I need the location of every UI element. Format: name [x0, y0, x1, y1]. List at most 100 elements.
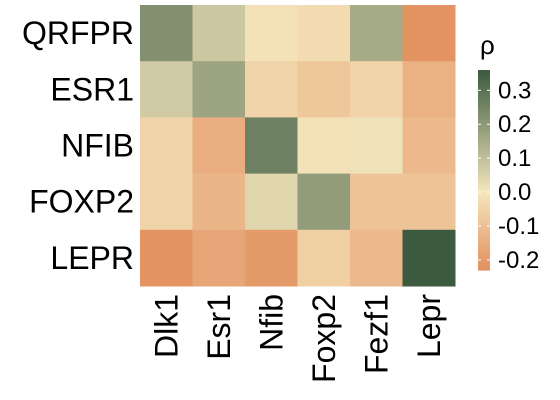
heatmap-cell-nfib-nfib	[245, 117, 298, 175]
colorbar-segment	[478, 216, 490, 221]
row-labels: QRFPR ESR1 NFIB FOXP2 LEPR	[22, 15, 134, 276]
heatmap-cell-esr1-foxp2	[297, 61, 351, 118]
colorbar-segment	[478, 256, 490, 261]
heatmap-cell-lepr-dlk1	[140, 229, 193, 287]
colorbar-gradient	[478, 70, 490, 271]
colorbar-segment	[478, 150, 490, 154]
heatmap-cell-qrfpr-nfib	[245, 5, 298, 62]
colorbar-segment	[478, 243, 490, 248]
colorbar-segment	[478, 203, 490, 208]
colorbar-segment	[478, 230, 490, 234]
colorbar-segment	[478, 143, 490, 148]
heatmap-cell-nfib-lepr	[402, 117, 456, 175]
colorbar-legend: ρ 0.3 0.2 0.1 0.0 -0.1 -0.2	[478, 30, 539, 274]
heatmap-cell-foxp2-dlk1	[140, 173, 193, 231]
colorbar-segment	[478, 196, 490, 201]
colorbar-segment	[478, 213, 490, 218]
row-label-lepr: LEPR	[50, 240, 134, 276]
colorbar-segment	[478, 166, 490, 171]
heatmap-cell-esr1-fezf1	[350, 61, 403, 118]
colorbar-segment	[478, 156, 490, 161]
colorbar-segment	[478, 253, 490, 258]
colorbar-segment	[478, 123, 490, 128]
heatmap-cell-nfib-dlk1	[140, 117, 193, 175]
colorbar-segment	[478, 250, 490, 254]
colorbar-segment	[478, 190, 490, 194]
colorbar-segment	[478, 173, 490, 178]
heatmap-cell-qrfpr-lepr	[402, 5, 456, 62]
colorbar-segment	[478, 106, 490, 111]
colorbar-segment	[478, 206, 490, 211]
heatmap-cell-lepr-lepr	[402, 229, 456, 287]
heatmap-cell-esr1-lepr	[402, 61, 456, 118]
colorbar-tick-label: 0.0	[498, 179, 531, 206]
heatmap-cell-lepr-foxp2	[297, 229, 351, 287]
heatmap-cell-qrfpr-dlk1	[140, 5, 193, 62]
colorbar-tick-label: 0.3	[498, 77, 531, 104]
heatmap-cell-nfib-esr1	[192, 117, 246, 175]
colorbar-segment	[478, 136, 490, 141]
colorbar-segment	[478, 153, 490, 158]
colorbar-segment	[478, 103, 490, 108]
heatmap-cell-esr1-nfib	[245, 61, 298, 118]
heatmap-cell-foxp2-esr1	[192, 173, 246, 231]
heatmap-cell-qrfpr-esr1	[192, 5, 246, 62]
colorbar-segment	[478, 240, 490, 244]
heatmap-cell-foxp2-fezf1	[350, 173, 403, 231]
heatmap-cells	[140, 5, 456, 287]
colorbar-tick-label: 0.2	[498, 111, 531, 138]
colorbar-segment	[478, 163, 490, 168]
colorbar-segment	[478, 76, 490, 81]
colorbar-segment	[478, 110, 490, 114]
colorbar-segment	[478, 176, 490, 181]
colorbar-segment	[478, 90, 490, 94]
colorbar-segment	[478, 80, 490, 84]
colorbar-segment	[478, 236, 490, 241]
colorbar-segment	[478, 226, 490, 231]
column-label-foxp2: Foxp2	[306, 294, 342, 383]
colorbar-segment	[478, 180, 490, 184]
heatmap-cell-foxp2-nfib	[245, 173, 298, 231]
colorbar-segment	[478, 100, 490, 104]
colorbar-segment	[478, 126, 490, 131]
colorbar-segment	[478, 260, 490, 264]
row-label-qrfpr: QRFPR	[22, 15, 134, 51]
heatmap-cell-esr1-dlk1	[140, 61, 193, 118]
heatmap-cell-qrfpr-fezf1	[350, 5, 403, 62]
colorbar-tick-label: 0.1	[498, 145, 531, 172]
colorbar-segment	[478, 83, 490, 88]
colorbar-tick-label: -0.2	[498, 247, 539, 274]
heatmap-cell-lepr-fezf1	[350, 229, 403, 287]
colorbar-segment	[478, 113, 490, 118]
column-label-esr1: Esr1	[201, 294, 237, 360]
row-label-nfib: NFIB	[61, 128, 134, 164]
colorbar-segment	[478, 210, 490, 214]
column-label-dlk1: Dlk1	[148, 294, 184, 358]
colorbar-segment	[478, 96, 490, 101]
colorbar-segment	[478, 186, 490, 191]
row-label-esr1: ESR1	[50, 71, 134, 107]
colorbar-segment	[478, 86, 490, 91]
colorbar-segment	[478, 73, 490, 78]
column-label-fezf1: Fezf1	[358, 294, 394, 374]
column-label-lepr: Lepr	[411, 294, 447, 358]
colorbar-segment	[478, 120, 490, 124]
heatmap-cell-lepr-esr1	[192, 229, 246, 287]
colorbar-segment	[478, 223, 490, 228]
heatmap-cell-foxp2-foxp2	[297, 173, 351, 231]
colorbar-segment	[478, 246, 490, 251]
colorbar-segment	[478, 133, 490, 138]
heatmap-cell-esr1-esr1	[192, 61, 246, 118]
colorbar-tick-label: -0.1	[498, 213, 539, 240]
colorbar-segment	[478, 160, 490, 164]
colorbar-segment	[478, 266, 490, 271]
colorbar-segment	[478, 263, 490, 268]
colorbar-segment	[478, 183, 490, 188]
heatmap-cell-nfib-foxp2	[297, 117, 351, 175]
column-label-nfib: Nfib	[253, 294, 289, 351]
colorbar-segment	[478, 140, 490, 144]
heatmap-cell-foxp2-lepr	[402, 173, 456, 231]
colorbar-segment	[478, 220, 490, 224]
row-label-foxp2: FOXP2	[29, 184, 134, 220]
